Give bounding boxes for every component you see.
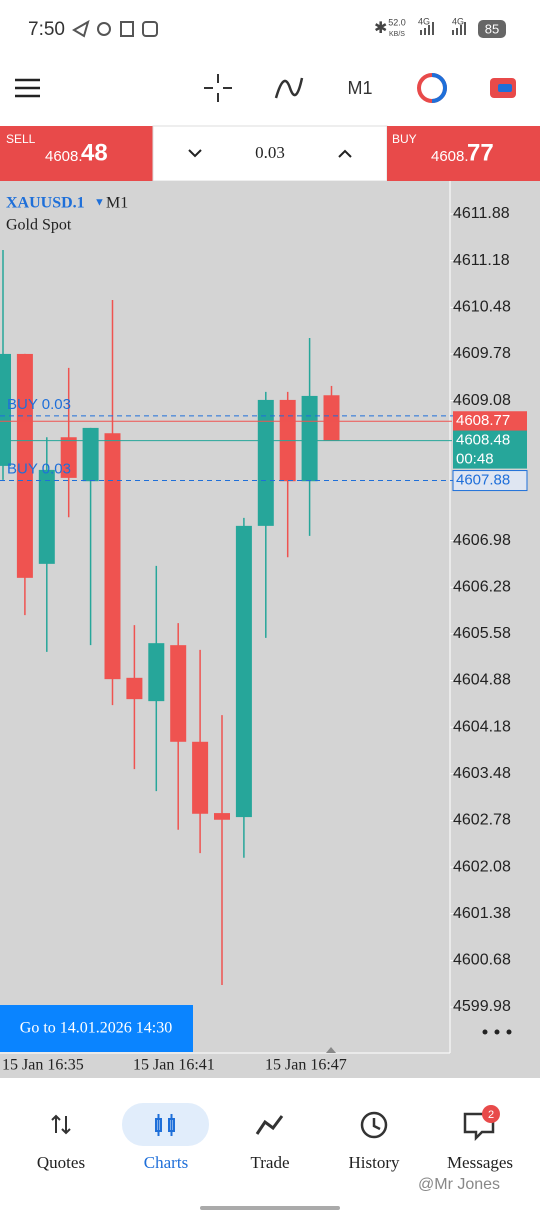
- nav-label[interactable]: Trade: [250, 1153, 289, 1172]
- candle-body: [104, 433, 121, 680]
- bid-label-box: [453, 430, 527, 469]
- scroll-marker: [326, 1047, 336, 1053]
- countdown: 00:48: [456, 451, 494, 468]
- sell-button[interactable]: [0, 126, 153, 181]
- candle-body: [126, 677, 143, 700]
- lot-up[interactable]: [338, 149, 352, 158]
- candle-body: [323, 395, 340, 441]
- badge-count: 2: [488, 1109, 494, 1121]
- active-tab-highlight: [122, 1103, 209, 1146]
- x-tick-label: 15 Jan 16:41: [133, 1057, 215, 1074]
- y-tick-label: 4602.78: [453, 812, 511, 829]
- y-tick-label: 4609.08: [453, 392, 511, 409]
- x-tick-label: 15 Jan 16:47: [265, 1057, 347, 1074]
- y-tick-label: 4600.68: [453, 952, 511, 969]
- y-tick-label: 4610.48: [453, 299, 511, 316]
- bottom-nav: [0, 1078, 540, 1218]
- timeframe-button[interactable]: M1: [347, 78, 372, 98]
- order-price: 4607.88: [456, 472, 510, 489]
- status-speed-unit: KB/S: [389, 31, 405, 38]
- y-tick-label: 4601.38: [453, 905, 511, 922]
- candle-body: [214, 813, 230, 820]
- y-tick-label: 4603.48: [453, 765, 511, 782]
- status-time: 7:50: [28, 19, 65, 40]
- buy-label: BUY: [392, 132, 417, 146]
- order-label: BUY 0.03: [7, 461, 71, 478]
- candle-body: [301, 395, 318, 482]
- history-icon[interactable]: [360, 1111, 388, 1139]
- y-tick-label: 4606.98: [453, 532, 511, 549]
- y-tick-label: 4604.18: [453, 718, 511, 735]
- order-label: BUY 0.03: [7, 396, 71, 413]
- candle-body: [0, 353, 11, 466]
- symbol[interactable]: XAUUSD.1: [6, 195, 85, 212]
- sell-price-big: 48: [81, 139, 108, 166]
- chart-timeframe: M1: [106, 195, 128, 212]
- crosshair-button[interactable]: [204, 74, 232, 102]
- candle-body: [257, 399, 274, 526]
- battery-level: 85: [485, 21, 499, 36]
- candle-body: [192, 741, 209, 814]
- y-tick-label: 4606.28: [453, 578, 511, 595]
- symbol-dropdown[interactable]: ▼: [94, 197, 105, 209]
- more-button[interactable]: [482, 1029, 512, 1035]
- candle-body: [235, 525, 252, 818]
- candle-body: [60, 437, 77, 478]
- goto-button[interactable]: [0, 1005, 193, 1052]
- buy-price: 4608.: [431, 148, 469, 165]
- trade-button[interactable]: [490, 78, 516, 98]
- sell-price: 4608.: [45, 148, 83, 165]
- candle-body: [148, 643, 165, 702]
- order-price-box: [452, 470, 528, 492]
- status-net: 4G: [418, 16, 430, 26]
- nav-label[interactable]: History: [349, 1153, 401, 1172]
- symbol-description: Gold Spot: [6, 217, 72, 234]
- status-icons: [72, 19, 158, 38]
- candle-body: [82, 427, 99, 482]
- x-tick-label: 15 Jan 16:35: [2, 1057, 84, 1074]
- y-tick-label: 4609.78: [453, 345, 511, 362]
- y-tick-label: 4604.88: [453, 672, 511, 689]
- y-tick-label: 4611.88: [453, 205, 510, 222]
- lot-value[interactable]: 0.03: [255, 143, 285, 162]
- badge: [482, 1105, 500, 1123]
- battery: [478, 20, 506, 38]
- chart: 4611.88 4611.18 4610.48 4609.78 4609.08 4606.…: [0, 205, 528, 1074]
- lot-down[interactable]: [188, 149, 202, 158]
- bluetooth-icon: ✱: [374, 20, 387, 37]
- nav-label[interactable]: Quotes: [37, 1153, 85, 1172]
- status-speed: 52.0: [388, 17, 406, 27]
- sell-label: SELL: [6, 132, 36, 146]
- y-tick-label: 4605.58: [453, 625, 511, 642]
- charts-icon[interactable]: [155, 1114, 175, 1136]
- ask-label-box: [453, 411, 527, 432]
- signal-icons: [420, 22, 466, 35]
- goto-button-label: Go to 14.01.2026 14:30: [20, 1020, 172, 1037]
- indicators-button[interactable]: [274, 77, 304, 99]
- y-tick-label: 4611.18: [453, 252, 510, 269]
- status-net: 4G: [452, 16, 464, 26]
- nav-labels: Quotes Charts Trade History Messages: [37, 1153, 513, 1172]
- y-tick-label: 4599.98: [453, 998, 511, 1015]
- menu-button[interactable]: [15, 78, 40, 98]
- trade-icon[interactable]: [255, 1115, 284, 1135]
- y-tick-label: 4602.08: [453, 858, 511, 875]
- candle-body: [16, 353, 33, 578]
- objects-button[interactable]: [417, 73, 447, 103]
- nav-label[interactable]: Messages: [447, 1153, 513, 1172]
- ask-label: 4608.77: [456, 412, 510, 429]
- watermark: @Mr Jones: [418, 1176, 500, 1193]
- buy-price-big: 77: [467, 139, 494, 166]
- nav-label[interactable]: Charts: [144, 1153, 188, 1172]
- candle-body: [170, 645, 187, 742]
- buy-button[interactable]: [387, 126, 540, 181]
- top-area: [0, 0, 540, 126]
- candle-body: [38, 469, 55, 564]
- home-indicator: [200, 1206, 340, 1210]
- quotes-icon[interactable]: [51, 1114, 71, 1135]
- bid-label: 4608.48: [456, 432, 510, 449]
